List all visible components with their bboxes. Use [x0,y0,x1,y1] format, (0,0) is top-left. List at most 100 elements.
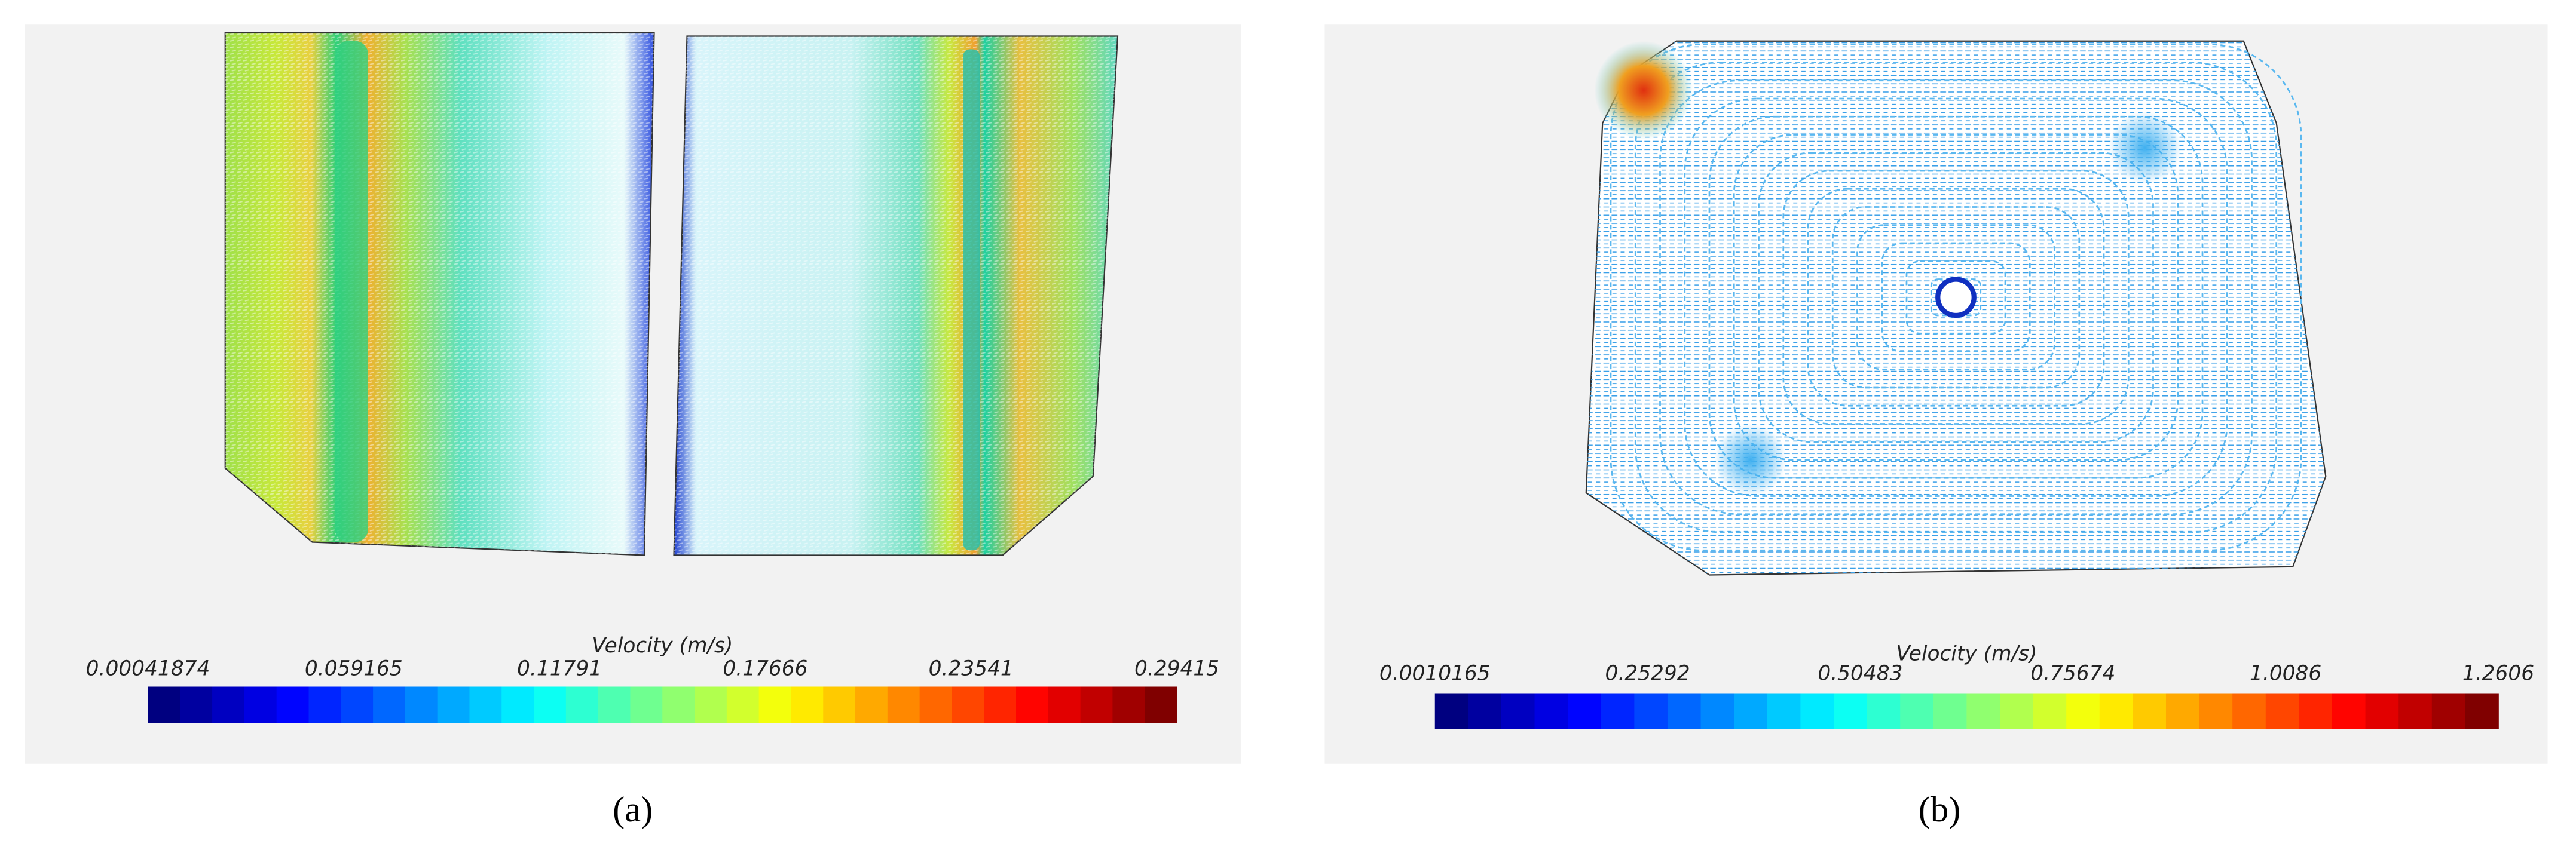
ring [1708,115,2204,479]
colorbar-cell [2165,693,2200,729]
colorbar-cell [1800,693,1834,729]
colorbar-cell [180,686,213,723]
colorbar-cell [1016,686,1049,723]
colorbar-cell [2365,693,2400,729]
colorbar-cell [662,686,695,723]
colorbar-tick-label: 0.29415 [1134,656,1219,680]
colorbar-cell [469,686,503,723]
colorbar-tick-label: 0.0010165 [1379,662,1491,686]
colorbar-cell [1145,686,1177,723]
colorbar-tick-label: 0.00041874 [86,656,210,680]
colorbar-cell [308,686,342,723]
vortex-rings [1610,43,2302,551]
colorbar-tick-label: 0.059165 [305,656,403,680]
colorbar-tick-label: 0.50483 [1818,662,1902,686]
colorbar-cell [1568,693,1602,729]
impeller-shaft [335,41,368,542]
colorbar-cell [276,686,310,723]
ring [1807,188,2105,407]
colorbar-cell [1534,693,1568,729]
shaft-hole [1935,277,1977,318]
colorbar-cell [2099,693,2134,729]
ring [1733,134,2179,461]
colorbars: Velocity (m/s) 0.00041874 0.059165 0.11791 0… [86,634,2534,830]
colorbar-cell [1700,693,1734,729]
baffle-spot [2109,112,2182,184]
colorbar-tick-label: 0.17666 [723,656,807,680]
ring [1881,242,2031,352]
colorbar-cell [2199,693,2234,729]
colorbar-cell [2033,693,2067,729]
baffle-spot [1714,424,1787,496]
ring [1634,62,2278,533]
colorbar-cell [630,686,663,723]
flow-texture [674,36,1118,556]
colorbar-cell [919,686,953,723]
colorbar-tick-label: 1.2606 [2462,662,2534,686]
ring [1684,97,2228,497]
colorbar-cell [2332,693,2366,729]
colorbar-cell [1734,693,1768,729]
colorbar-cell [1833,693,1868,729]
colorbar-cell [1900,693,1934,729]
colorbar-cell [726,686,760,723]
ring [1856,224,2055,371]
colorbar-tick-label: 0.11791 [517,656,602,680]
colorbar-title: Velocity (m/s) [1896,642,2037,666]
colorbar-cell [1048,686,1081,723]
colorbar-cell [405,686,438,723]
colorbar-cell [1634,693,1668,729]
colorbar-cell [758,686,792,723]
colorbar-cell [341,686,374,723]
colorbar-cell [373,686,406,723]
panel-label: (b) [1919,790,1961,830]
colorbar-cell [984,686,1017,723]
colorbar-cell [695,686,727,723]
panel-label: (a) [613,790,653,830]
colorbar-cell [2299,693,2333,729]
colorbar-cell [2066,693,2100,729]
colorbar-cell [2133,693,2167,729]
flow-texture [225,33,654,556]
colorbar-cell [598,686,631,723]
colorbar-cell [437,686,470,723]
ring [1905,260,2006,335]
colorbar-cell [1999,693,2034,729]
colorbar-cell [1667,693,1702,729]
colorbar-cell [501,686,534,723]
colorbar-cell [1601,693,1635,729]
ring [1758,152,2154,443]
ring [1831,206,2081,389]
colorbar-cell [244,686,277,723]
colorbar-group: Velocity (m/s) 0.00041874 0.059165 0.11791 0… [86,634,2534,830]
ring [1659,79,2253,516]
colorbar-cell [2465,693,2499,729]
colorbar-cell [855,686,888,723]
colorbar-cell [534,686,567,723]
colorbar-title: Velocity (m/s) [592,634,733,658]
colorbar-cell [565,686,599,723]
colorbar-cell [2265,693,2300,729]
colorbar-tick-label: 0.23541 [929,656,1014,680]
figure-body [25,24,2548,764]
colorbar-tick-label: 1.0086 [2250,662,2321,686]
colorbar-tick-label: 0.75674 [2030,662,2115,686]
colorbar-cell [887,686,920,723]
colorbar-cell [148,686,181,723]
colorbar-cell [1933,693,1968,729]
colorbar-cell [1501,693,1535,729]
colorbar-cell [1867,693,1901,729]
colorbar-cell [1468,693,1502,729]
colorbar-cell [1966,693,2000,729]
colorbar-cell [791,686,824,723]
colorbar-cell [2398,693,2433,729]
colorbar-cell [952,686,985,723]
colorbar-cell [2431,693,2466,729]
colorbar-tick-label: 0.25292 [1605,662,1690,686]
colorbar-cell [1112,686,1146,723]
colorbar-cell [1434,693,1469,729]
colorbar-cell [2232,693,2266,729]
colorbar-cell [1767,693,1801,729]
